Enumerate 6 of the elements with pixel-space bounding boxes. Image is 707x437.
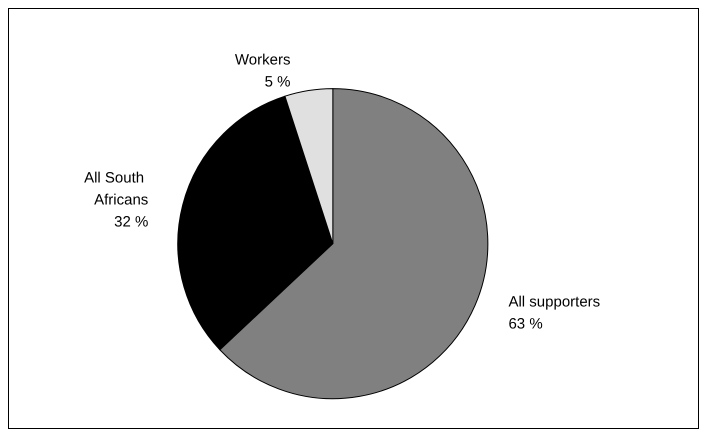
data-label: 32 % [114, 214, 148, 231]
slice-label: All supporters [508, 294, 600, 311]
slice-label: All South Africans [84, 170, 148, 209]
data-label: 63 % [508, 316, 543, 333]
slice-label: Workers [234, 51, 290, 68]
data-label: 5 % [264, 73, 290, 90]
